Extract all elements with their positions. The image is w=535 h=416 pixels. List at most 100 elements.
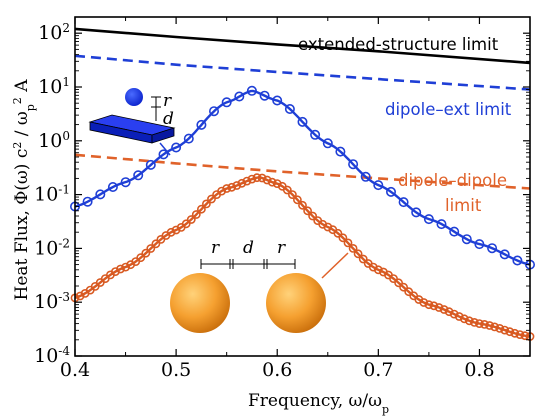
- series-point-4: [490, 322, 499, 332]
- series-point-3: [234, 91, 245, 102]
- series-line-3: [74, 89, 531, 266]
- series-point-4: [434, 303, 444, 312]
- series-point-4: [191, 210, 201, 219]
- series-point-3: [411, 207, 422, 218]
- axis-ticks: 0.4 0.5 0.6 0.7 0.8 10-4 10-3 10-2 10-1 100 101 102: [34, 16, 530, 381]
- series-point-4: [151, 239, 161, 249]
- slab-side: [151, 127, 175, 144]
- x-tick-label: 0.7: [363, 359, 393, 381]
- inset-dipole-slab: r d: [88, 88, 176, 156]
- sphere-pointer: [321, 252, 349, 279]
- series-point-3: [120, 177, 131, 188]
- series-point-3: [487, 243, 498, 254]
- series-point-4: [358, 254, 368, 264]
- series-point-3: [499, 249, 510, 260]
- series-point-3: [310, 129, 321, 140]
- series-line-2: [74, 153, 531, 190]
- series-point-3: [423, 214, 434, 225]
- inset-r-label-left: r: [211, 238, 220, 258]
- series-point-3: [335, 146, 346, 157]
- series-point-4: [252, 173, 262, 183]
- x-tick-label: 0.6: [262, 359, 292, 381]
- plot-area: [70, 27, 535, 341]
- series-point-4: [439, 305, 449, 314]
- series-point-3: [107, 182, 118, 193]
- series-point-3: [221, 97, 232, 108]
- series-point-4: [459, 314, 469, 324]
- series-point-4: [287, 190, 297, 199]
- series-point-4: [166, 227, 176, 237]
- series-point-4: [247, 174, 257, 184]
- inset-d-label-mid: d: [243, 238, 254, 258]
- series-point-3: [183, 133, 194, 144]
- plot-frame: [74, 16, 531, 357]
- series-point-4: [282, 185, 292, 195]
- series-point-4: [399, 282, 408, 292]
- series-point-4: [181, 219, 191, 229]
- series-point-4: [449, 309, 459, 319]
- series-point-4: [469, 317, 479, 327]
- series-point-3: [322, 138, 333, 149]
- series-point-3: [512, 255, 523, 266]
- series-point-4: [500, 325, 510, 335]
- slab-pointer: [159, 142, 171, 156]
- inset-two-spheres: r d r: [170, 238, 349, 333]
- series-point-4: [237, 178, 247, 188]
- inset-r-label-right: r: [277, 238, 286, 258]
- series-point-4: [257, 173, 267, 183]
- series-point-3: [385, 186, 396, 197]
- series-point-3: [259, 90, 270, 101]
- series-point-4: [343, 238, 353, 248]
- series-point-4: [303, 206, 312, 216]
- annotation-extended-structure-limit: extended-structure limit: [298, 35, 499, 54]
- series-point-4: [394, 278, 403, 288]
- series-point-4: [186, 215, 196, 224]
- y-tick-label: 10-3: [34, 290, 70, 313]
- series-point-4: [292, 195, 302, 205]
- y-tick-label: 102: [38, 21, 70, 44]
- series-point-4: [485, 321, 494, 330]
- series-point-4: [389, 274, 398, 283]
- series-point-4: [222, 184, 232, 193]
- series-line-1: [74, 54, 531, 91]
- y-tick-label: 10-1: [34, 183, 70, 206]
- series-point-4: [232, 181, 242, 190]
- series-point-3: [95, 189, 106, 200]
- series-point-4: [495, 323, 505, 333]
- x-axis-title: Frequency, ω/ωp: [248, 391, 389, 416]
- series-point-4: [121, 262, 130, 272]
- x-tick-label: 0.4: [60, 359, 90, 381]
- series-point-3: [373, 180, 384, 191]
- series-point-3: [158, 149, 169, 160]
- blue-sphere: [125, 88, 143, 106]
- annotation-dipole-dipole: dipole–dipole: [398, 171, 507, 190]
- annotation-limit: limit: [445, 196, 482, 215]
- series-point-3: [297, 116, 308, 127]
- series-point-4: [419, 298, 429, 307]
- series-point-4: [146, 244, 156, 253]
- series-point-4: [474, 319, 484, 328]
- series-point-4: [373, 265, 383, 275]
- series-point-3: [360, 171, 371, 182]
- series-point-3: [449, 226, 460, 237]
- series-point-4: [338, 233, 348, 243]
- y-axis-title: Heat Flux, Φ(ω) c2 / ωp2 A: [11, 79, 37, 301]
- series-point-4: [308, 211, 317, 221]
- series-point-3: [196, 119, 207, 130]
- y-tick-label: 100: [38, 129, 70, 152]
- series-point-4: [505, 327, 515, 337]
- series-point-4: [424, 300, 434, 310]
- series-point-3: [133, 170, 144, 181]
- series-point-3: [171, 142, 182, 153]
- x-tick-label: 0.5: [161, 359, 191, 381]
- series-point-4: [298, 200, 307, 210]
- series-point-3: [284, 104, 295, 115]
- series-point-4: [196, 204, 206, 214]
- series-point-4: [116, 264, 125, 274]
- series-point-3: [82, 196, 93, 207]
- series-point-4: [242, 176, 252, 186]
- series-point-3: [272, 95, 283, 106]
- series-point-4: [141, 248, 151, 258]
- series-point-4: [262, 175, 272, 185]
